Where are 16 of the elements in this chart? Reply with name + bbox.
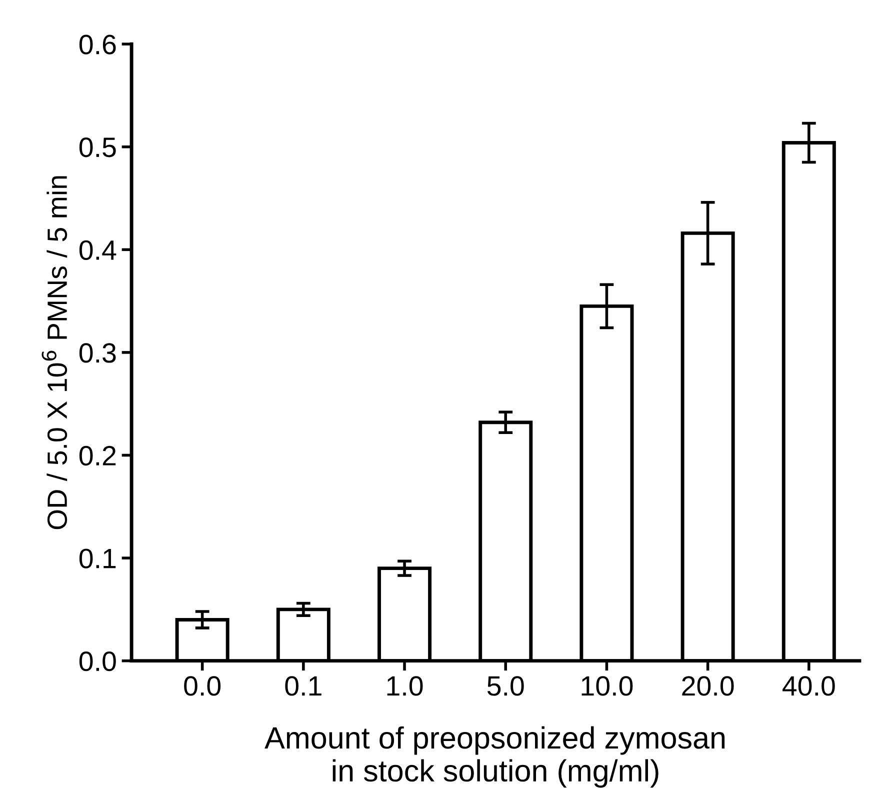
y-tick-label: 0.1 (79, 548, 116, 568)
x-axis-title: Amount of preopsonized zymosan in stock solution (mg/ml) (264, 726, 725, 788)
y-tick-label: 0.6 (79, 34, 116, 54)
x-tick-label: 10.0 (582, 676, 633, 696)
y-tick-label: 0.0 (79, 651, 116, 672)
y-axis-title: OD / 5.0 X 10$^{6}$ PMNs / 5 min (42, 176, 68, 530)
x-tick-label: 20.0 (682, 676, 734, 696)
x-tick-label: 0.0 (184, 676, 221, 696)
y-tick-label: 0.4 (79, 240, 116, 260)
y-tick-label: 0.3 (79, 343, 116, 363)
y-tick-label: 0.2 (79, 446, 116, 466)
x-tick-label: 5.0 (487, 676, 524, 696)
x-tick-label: 0.1 (285, 676, 322, 696)
x-tick-label: 1.0 (387, 676, 423, 696)
y-tick-label: 0.5 (79, 138, 116, 158)
x-tick-label: 40.0 (782, 676, 835, 696)
